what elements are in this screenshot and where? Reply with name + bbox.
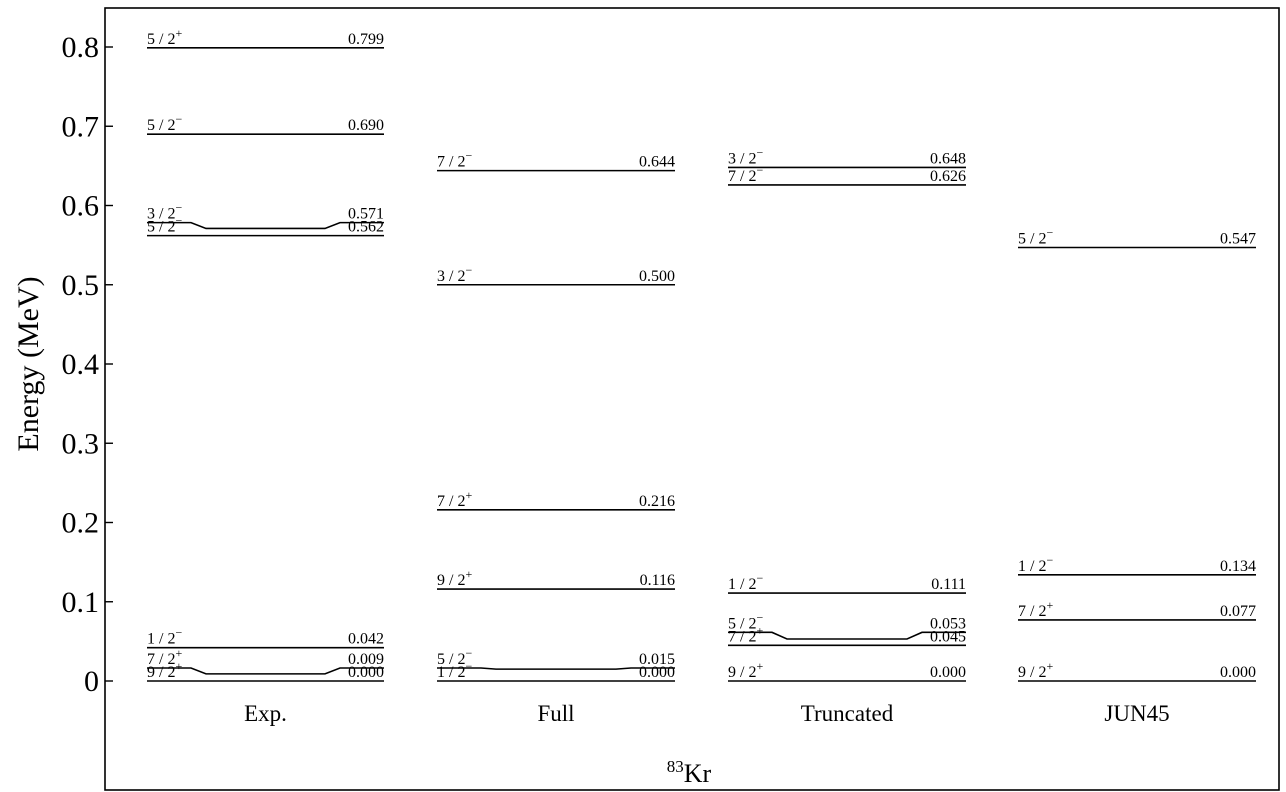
level-energy-label: 0.547 <box>1220 231 1256 248</box>
level-spin-label: 3 / 2− <box>728 145 763 167</box>
level-energy-label: 0.116 <box>640 572 675 589</box>
y-tick-label: 0 <box>84 665 99 698</box>
level-spin-label: 7 / 2+ <box>437 488 472 510</box>
level-energy-label: 0.000 <box>930 664 966 681</box>
element-symbol: Kr <box>684 759 712 788</box>
level-energy-label: 0.648 <box>930 150 966 167</box>
level-energy-label: 0.042 <box>348 631 384 648</box>
level-energy-label: 0.077 <box>1220 603 1256 620</box>
level-energy-label: 0.111 <box>931 576 966 593</box>
y-tick-label: 0.8 <box>62 31 100 64</box>
level-spin-label: 3 / 2− <box>147 201 182 223</box>
level-spin-label: 1 / 2− <box>728 571 763 593</box>
column-label: Full <box>537 701 574 726</box>
level-energy-label: 0.134 <box>1220 558 1256 575</box>
level-spin-label: 5 / 2+ <box>147 26 182 48</box>
level-spin-label: 7 / 2− <box>437 149 472 171</box>
level-energy-label: 0.644 <box>639 154 675 171</box>
y-tick-label: 0.2 <box>62 507 100 540</box>
y-tick-label: 0.5 <box>62 269 100 302</box>
y-axis-title: Energy (MeV) <box>12 276 45 451</box>
column-3: 9 / 2+ 0.000 7 / 2+ 0.077 1 / 2− 0.134 5 / 2− 0… <box>1018 226 1256 726</box>
level-line <box>147 667 384 675</box>
column-label: Truncated <box>801 701 894 726</box>
level-spin-label: 5 / 2− <box>437 646 472 668</box>
mass-number: 83 <box>667 757 684 776</box>
level-spin-label: 1 / 2− <box>147 626 182 648</box>
level-energy-label: 0.009 <box>348 651 384 668</box>
level-energy-label: 0.500 <box>639 268 675 285</box>
level-energy-label: 0.571 <box>348 206 384 223</box>
level-energy-label: 0.626 <box>930 168 966 185</box>
y-tick-label: 0.4 <box>62 348 100 381</box>
level-energy-label: 0.799 <box>348 31 384 48</box>
level-spin-label: 7 / 2− <box>728 163 763 185</box>
y-tick-label: 0.1 <box>62 586 100 619</box>
y-tick-label: 0.6 <box>62 190 100 223</box>
level-energy-label: 0.216 <box>639 493 675 510</box>
level-spin-label: 9 / 2+ <box>437 567 472 589</box>
plot-frame <box>104 7 1280 791</box>
level-line <box>147 221 384 230</box>
level-spin-label: 5 / 2− <box>1018 226 1053 248</box>
level-spin-label: 7 / 2+ <box>1018 598 1053 620</box>
level-spin-label: 9 / 2+ <box>728 659 763 681</box>
level-spin-label: 3 / 2− <box>437 263 472 285</box>
level-energy-label: 0.015 <box>639 651 675 668</box>
column-label: Exp. <box>244 701 287 726</box>
level-energy-label: 0.690 <box>348 117 384 134</box>
level-spin-label: 7 / 2+ <box>147 646 182 668</box>
level-spin-label: 9 / 2+ <box>1018 659 1053 681</box>
level-spin-label: 5 / 2− <box>728 610 763 632</box>
level-energy-label: 0.000 <box>1220 664 1256 681</box>
column-label: JUN45 <box>1104 701 1169 726</box>
level-columns: 9 / 2+ 0.000 7 / 2+ 0.009 1 / 2− 0.042 5 / 2− 0… <box>147 26 1256 726</box>
y-tick-label: 0.7 <box>62 110 100 143</box>
level-line <box>728 631 966 640</box>
x-axis-title: 83Kr <box>667 757 712 788</box>
level-spin-label: 5 / 2− <box>147 112 182 134</box>
level-energy-label: 0.053 <box>930 615 966 632</box>
y-axis: 0.8 0.7 0.6 0.5 0.4 0.3 0.2 0.1 0 <box>62 31 113 698</box>
y-tick-label: 0.3 <box>62 427 100 460</box>
level-line <box>437 667 675 670</box>
level-spin-label: 1 / 2− <box>1018 553 1053 575</box>
